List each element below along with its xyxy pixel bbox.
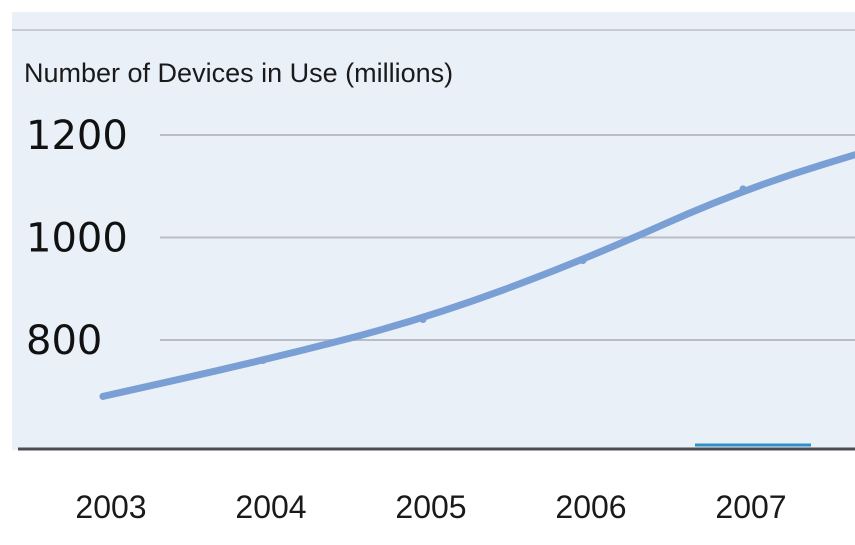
- data-point-2005: [419, 316, 427, 323]
- x-tick-label-2005: 2005: [395, 489, 466, 525]
- x-tick-label-2007: 2007: [715, 489, 786, 525]
- data-point-2003: [99, 392, 107, 400]
- gridlines: [160, 134, 855, 341]
- plot-background: [12, 12, 855, 450]
- series-layer: [99, 151, 855, 400]
- data-point-2007: [739, 185, 747, 193]
- y-tick-label-800: 800: [26, 318, 102, 364]
- x-tick-label-2003: 2003: [75, 489, 146, 525]
- y-axis-labels: 1200 1000 800: [26, 113, 128, 364]
- data-point-2004: [259, 357, 267, 364]
- x-tick-label-2006: 2006: [555, 489, 626, 525]
- x-tick-label-2004: 2004: [235, 489, 306, 525]
- series-line: [99, 151, 855, 400]
- x-axis-labels: 2003 2004 2005 2006 2007: [75, 489, 786, 525]
- data-point-2006: [579, 257, 587, 265]
- y-tick-label-1200: 1200: [26, 113, 128, 159]
- chart-title: Number of Devices in Use (millions): [24, 58, 453, 88]
- y-tick-label-1000: 1000: [26, 216, 128, 262]
